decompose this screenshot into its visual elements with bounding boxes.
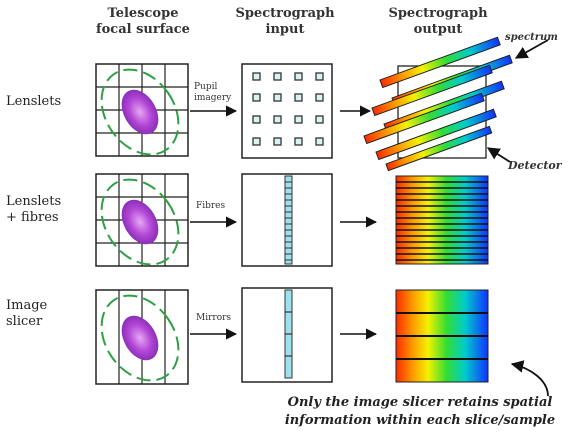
column-header-spectrograph-input: Spectrograph input (235, 6, 335, 37)
column-header-spectrograph-output: Spectrograph output (388, 6, 488, 37)
spectrograph-output-fibres (395, 175, 489, 265)
row-label-lenslets-fibres: Lenslets + fibres (6, 194, 62, 225)
spectrograph-input-fibre-slit (241, 173, 333, 267)
spectrum-label: spectrum (505, 32, 558, 43)
image-slicer-note: Only the image slicer retains spatial in… (284, 395, 556, 428)
detector-label: Detector (508, 159, 562, 172)
telescope-grid-image-slicer (95, 289, 189, 385)
row-label-image-slicer: Image slicer (6, 298, 48, 329)
arrow-label-pupil-imagery: Pupil imagery (194, 82, 232, 103)
column-header-telescope: Telescope focal surface (96, 6, 190, 37)
arrow-label-fibres: Fibres (196, 201, 226, 211)
telescope-grid-lenslets-fibres (95, 173, 189, 267)
spectrograph-input-pupils (241, 63, 333, 159)
row-label-lenslets: Lenslets (6, 94, 62, 109)
spectrograph-output-slicer (395, 289, 489, 383)
spectrograph-input-slicer-slit (241, 287, 333, 383)
arrow-label-mirrors: Mirrors (196, 313, 232, 323)
telescope-grid-lenslets (95, 63, 189, 157)
note-arrow (510, 360, 549, 397)
spectrograph-output-lenslets (363, 36, 513, 172)
